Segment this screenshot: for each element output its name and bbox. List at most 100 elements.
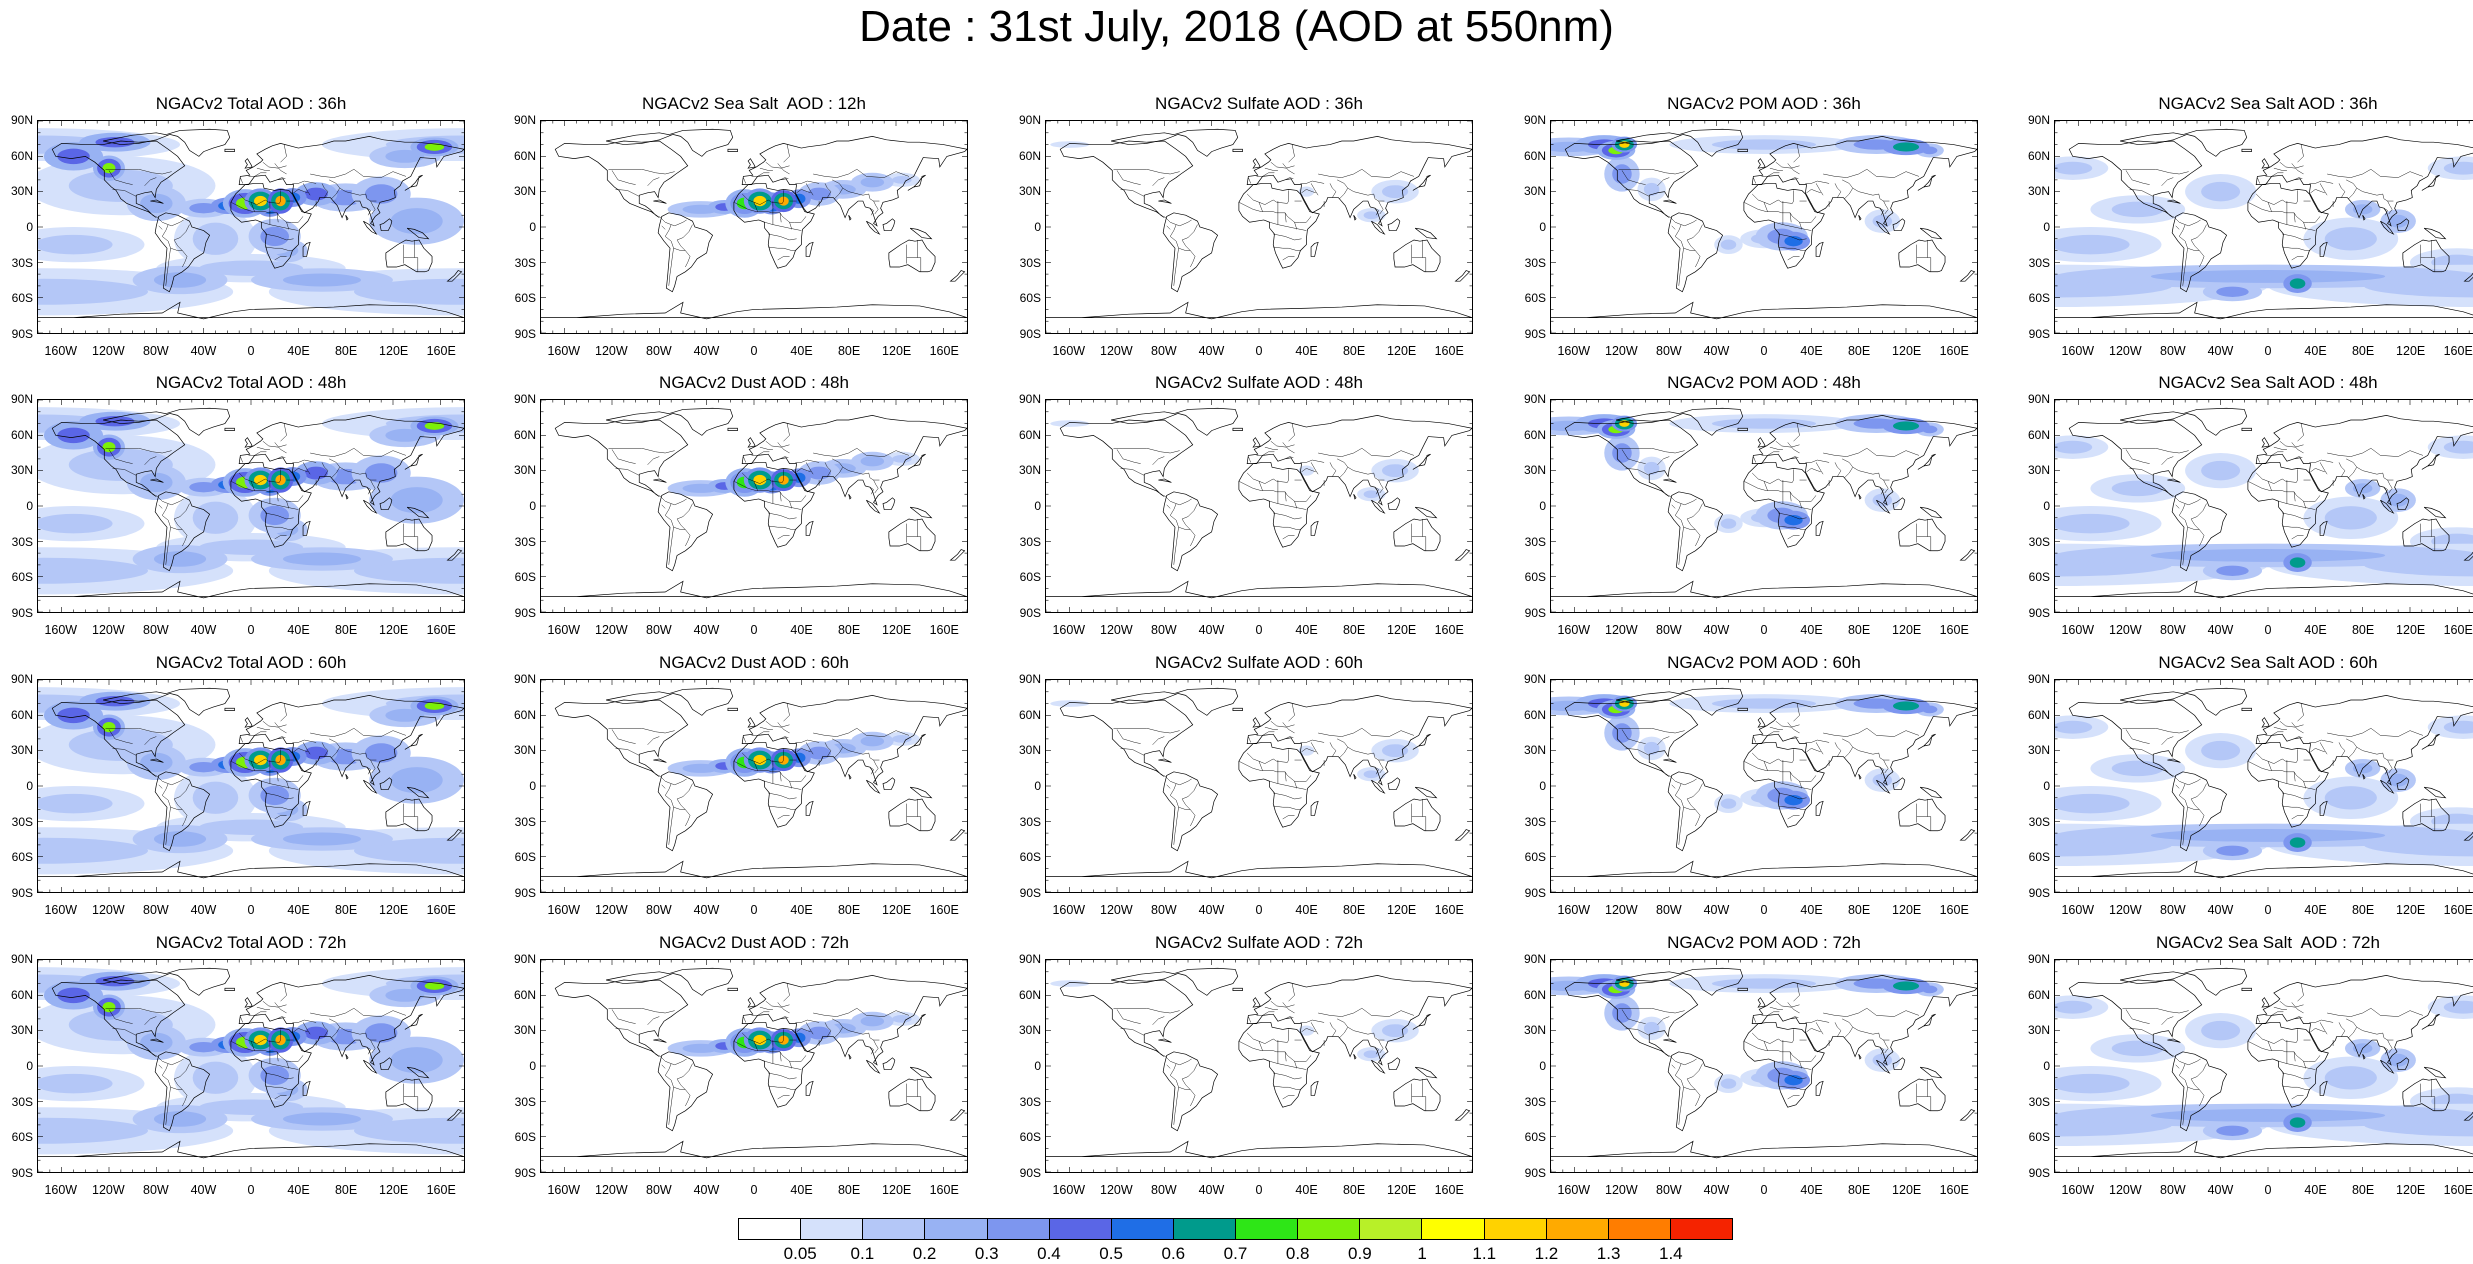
map-panel: NGACv2 Sea Salt AOD : 12h 90N 60N 30N 0 30S 60… [503,92,968,372]
country-border [2291,1095,2304,1100]
coastline [1162,212,1219,293]
country-border [366,766,371,775]
latitude-tick-label: 30S [514,534,536,549]
country-border [1246,190,1289,205]
longitude-tick-label: 40W [1198,344,1225,358]
latitude-tick-label: 0 [2043,220,2050,234]
map-frame [37,120,465,334]
coastline [669,967,734,996]
aod-cell [1892,142,1920,152]
country-border [238,1029,281,1044]
map-frame [2054,959,2473,1173]
aod-cell [1872,773,1893,787]
longitude-tick-label: 160W [44,1183,78,1197]
coastline [1751,695,1977,786]
coastline [1246,975,1472,1066]
coastline [882,497,896,510]
longitude-tick-label: 120E [1892,903,1922,917]
axis-ticks [38,960,464,1172]
latitude-tick-label: 90N [1018,672,1041,686]
coastline [1679,128,1744,157]
country-border [1775,721,1800,728]
aod-cell [364,463,398,483]
longitude-tick-label: 120E [1387,903,1417,917]
country-border [805,183,814,196]
country-border [1769,446,1783,450]
coastline [1876,779,1891,794]
aod-cell [2055,513,2130,534]
map-panel: NGACv2 Sea Salt AOD : 48h 90N 60N 30N 0 30S 60… [2017,371,2473,651]
coastline [244,158,253,169]
longitude-tick-label: 160W [2061,903,2095,917]
axis-ticks [1046,960,1472,1172]
country-border [2125,170,2150,185]
coastline [805,1080,814,1096]
aod-cell [424,982,445,990]
coastline [1551,580,1977,599]
coastline [1059,419,1194,497]
country-border [365,752,377,761]
coastline [406,1066,430,1079]
country-border [276,212,279,223]
latitude-tick-label: 60S [11,570,33,585]
country-border [280,703,287,722]
coastline [2380,779,2395,794]
longitude-tick-label: 120E [379,344,409,358]
coastline [1111,132,1178,145]
aod-cell [1050,700,1090,707]
country-border [1683,526,1701,547]
country-border [1378,200,1384,215]
country-border [365,1032,377,1041]
country-border [796,189,811,194]
longitude-tick-label: 80E [334,903,358,917]
country-border [1116,449,1141,464]
coastline [406,227,430,240]
aod-field [1551,974,1944,1094]
country-border [1329,1022,1337,1037]
coastline [1353,494,1357,500]
country-border [1120,748,1145,756]
country-border [240,456,243,463]
country-border [286,781,290,789]
country-border [868,472,880,481]
country-border [265,805,293,810]
country-border [917,536,922,551]
coastline [2396,1057,2410,1070]
country-border [1852,187,1879,196]
coastline [2402,518,2450,552]
country-border [248,1011,267,1016]
longitude-tick-label: 40W [2207,623,2234,637]
country-border [676,503,693,530]
map-panel-title: NGACv2 Total AOD : 60h [155,653,347,672]
country-border [1347,466,1374,475]
longitude-tick-label: 80W [143,623,169,637]
country-border [917,257,922,272]
latitude-tick-label: 60N [513,987,536,1002]
country-border [274,163,287,175]
coastline [1158,758,1172,763]
aod-cell [385,988,425,1002]
country-border [1282,256,1295,261]
country-border [365,193,377,202]
map-panel-title: NGACv2 POM AOD : 60h [1667,653,1861,672]
country-border [280,144,287,163]
coastline [1919,227,1943,240]
coastline [1454,1109,1471,1121]
country-border [2129,468,2154,476]
longitude-tick-label: 160E [2443,344,2473,358]
map-panel: NGACv2 Total AOD : 60h 90N 60N 30N 0 30S 60S 90… [0,651,465,931]
latitude-tick-label: 0 [2043,499,2050,513]
country-border [238,469,281,484]
country-border [1834,742,1842,757]
colorbar-swatch [863,1219,926,1239]
country-border [240,736,243,743]
coastline [657,212,714,293]
country-border [353,448,407,457]
country-border [1264,726,1278,730]
country-border [1769,1006,1783,1010]
coastline [1917,733,1936,750]
longitude-tick-label: 120E [379,623,409,637]
country-border [2125,449,2150,464]
aod-cell [189,203,218,214]
aod-cell [364,184,398,204]
